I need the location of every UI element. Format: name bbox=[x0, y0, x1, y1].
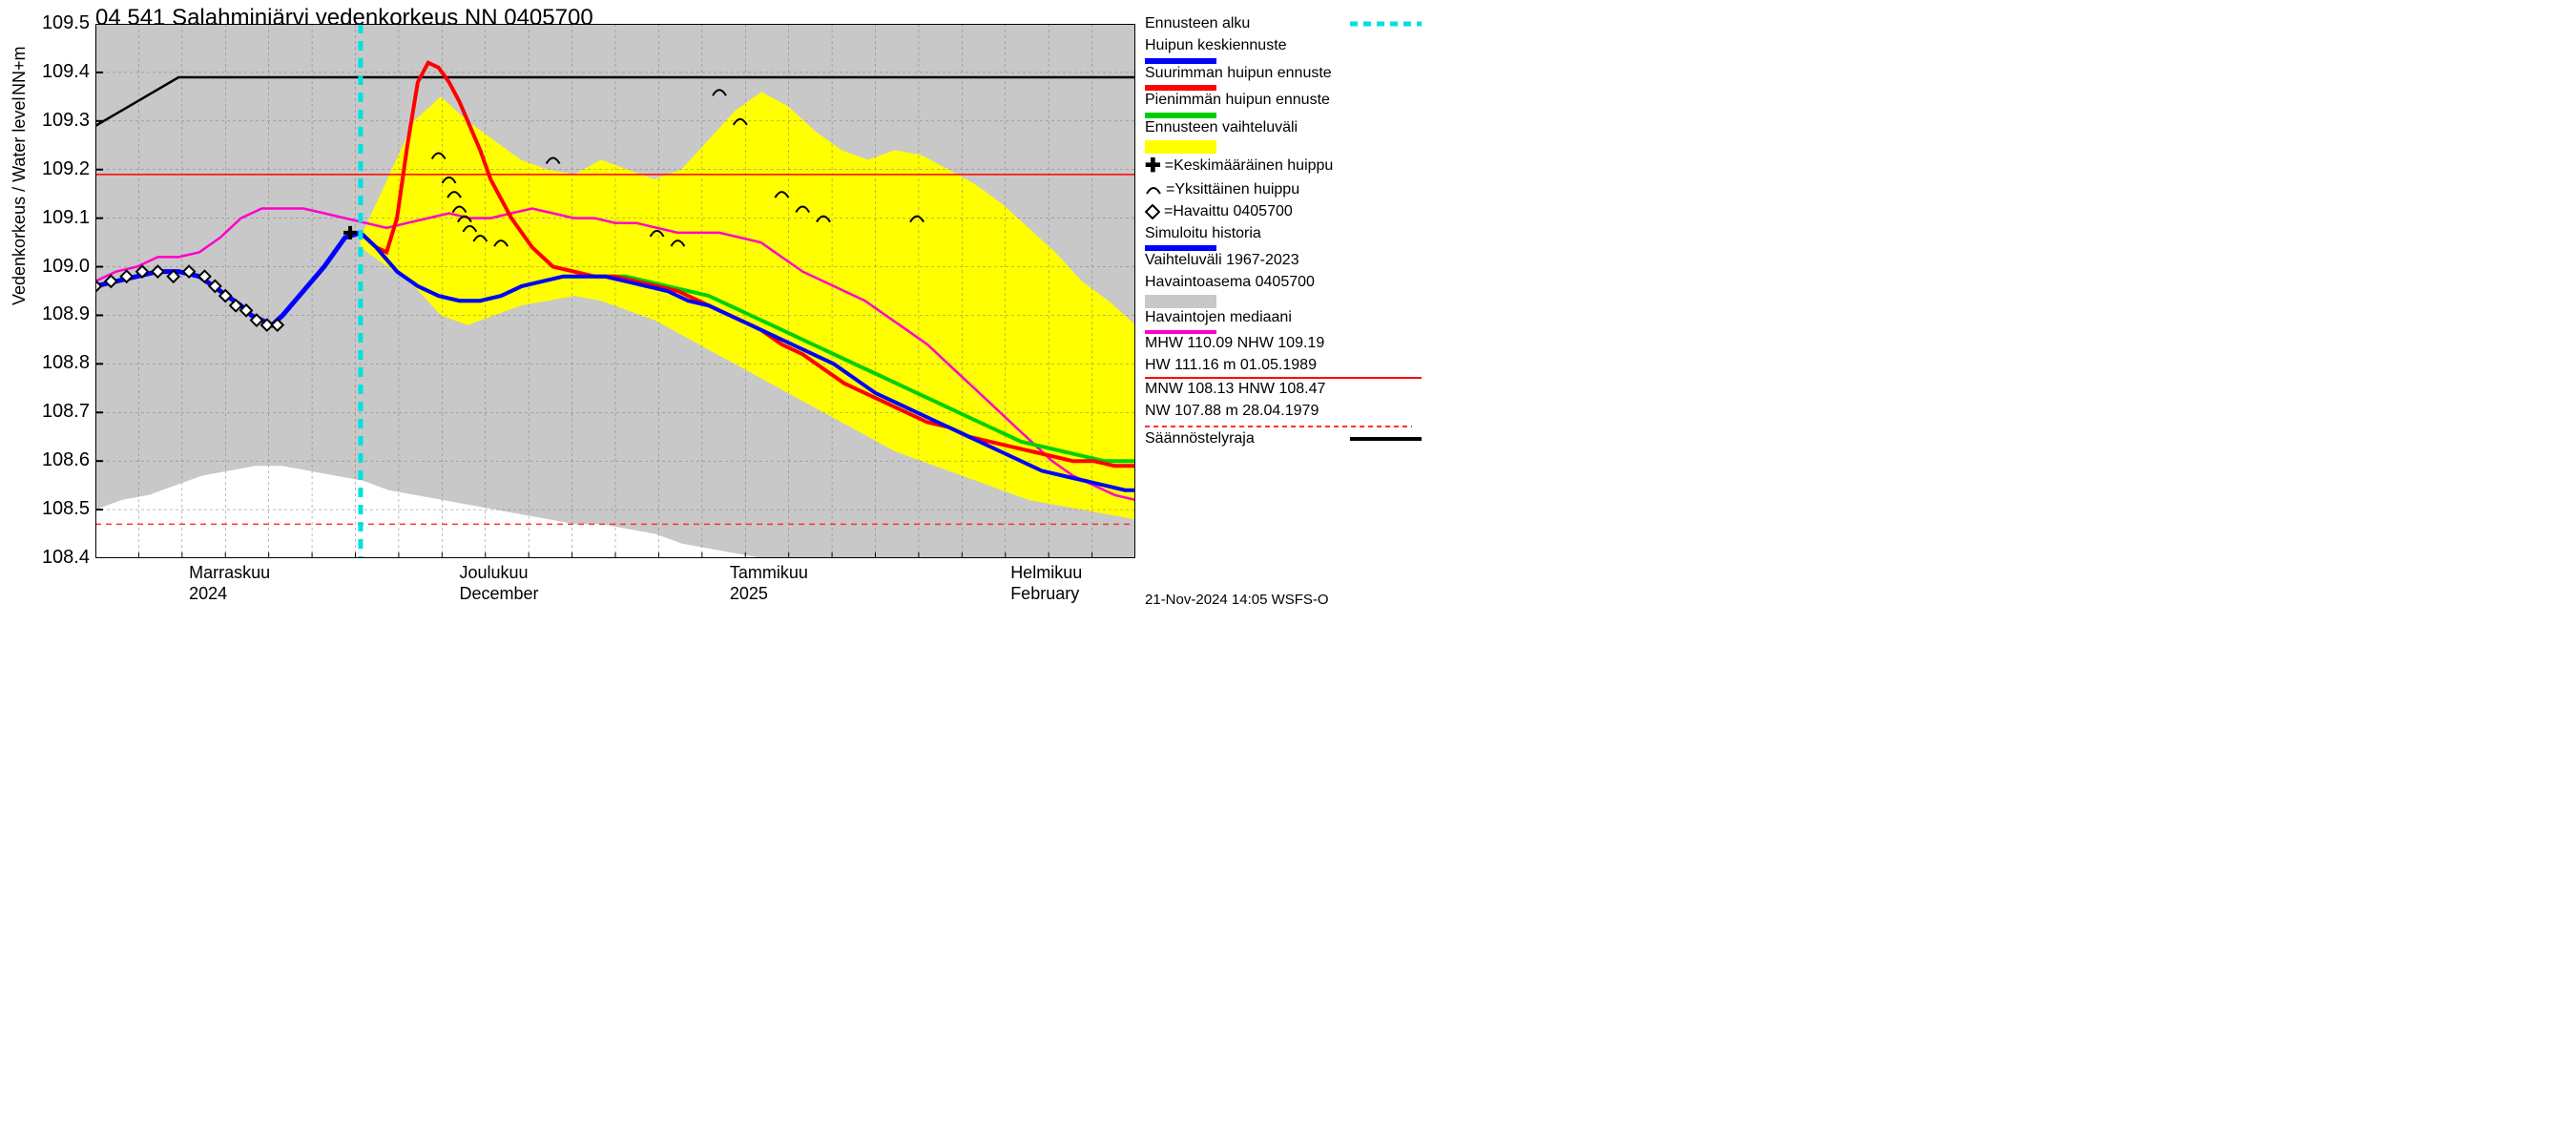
x-tick-sublabel: 2025 bbox=[730, 584, 768, 604]
legend-pienin-huippu: Pienimmän huipun ennuste bbox=[1145, 91, 1422, 111]
legend-swatch-grey bbox=[1145, 295, 1216, 308]
legend-swatch-black bbox=[1350, 437, 1422, 441]
arc-icon bbox=[1145, 184, 1162, 196]
y-tick-label: 108.5 bbox=[32, 498, 90, 520]
x-tick-sublabel: 2024 bbox=[189, 584, 227, 604]
diamond-icon bbox=[1145, 204, 1160, 219]
legend-hist-band-2: Havaintoasema 0405700 bbox=[1145, 273, 1422, 293]
legend: Ennusteen alku Huipun keskiennuste Suuri… bbox=[1145, 14, 1422, 451]
legend-individual-peak: =Yksittäinen huippu bbox=[1145, 180, 1422, 200]
y-tick-label: 109.3 bbox=[32, 110, 90, 132]
x-tick-sublabel: December bbox=[460, 584, 539, 604]
y-tick-label: 108.7 bbox=[32, 401, 90, 423]
legend-huippu-keski: Huipun keskiennuste bbox=[1145, 36, 1422, 56]
legend-swatch-yellow bbox=[1145, 140, 1216, 154]
y-tick-label: 109.1 bbox=[32, 207, 90, 229]
legend-median: Havaintojen mediaani bbox=[1145, 308, 1422, 328]
y-tick-label: 109.0 bbox=[32, 256, 90, 278]
legend-mean-peak: ✚ =Keskimääräinen huippu bbox=[1145, 154, 1422, 178]
y-tick-label: 109.2 bbox=[32, 158, 90, 180]
y-axis-label-secondary: NN+m bbox=[10, 46, 30, 95]
legend-simulated: Simuloitu historia bbox=[1145, 224, 1422, 244]
chart-plot-area bbox=[95, 24, 1135, 558]
legend-stats-low-2: NW 107.88 m 28.04.1979 bbox=[1145, 402, 1422, 422]
y-tick-label: 109.4 bbox=[32, 61, 90, 83]
x-tick-label: Tammikuu bbox=[730, 563, 808, 583]
x-tick-label: Marraskuu bbox=[189, 563, 270, 583]
y-tick-label: 108.4 bbox=[32, 547, 90, 569]
y-tick-label: 108.8 bbox=[32, 352, 90, 374]
y-tick-label: 109.5 bbox=[32, 12, 90, 34]
legend-suurin-huippu: Suurimman huipun ennuste bbox=[1145, 64, 1422, 84]
legend-reg-limit: Säännöstelyraja bbox=[1145, 429, 1422, 449]
legend-stats-low-1: MNW 108.13 HNW 108.47 bbox=[1145, 380, 1422, 400]
legend-forecast-start: Ennusteen alku bbox=[1145, 14, 1422, 34]
legend-hr-red bbox=[1145, 377, 1422, 379]
footer-timestamp: 21-Nov-2024 14:05 WSFS-O bbox=[1145, 592, 1329, 608]
legend-stats-high-1: MHW 110.09 NHW 109.19 bbox=[1145, 334, 1422, 354]
x-tick-label: Joulukuu bbox=[460, 563, 529, 583]
y-tick-label: 108.9 bbox=[32, 303, 90, 325]
legend-forecast-band: Ennusteen vaihteluväli bbox=[1145, 118, 1422, 138]
legend-observed: =Havaittu 0405700 bbox=[1145, 202, 1422, 222]
y-tick-label: 108.6 bbox=[32, 449, 90, 471]
y-axis-label-primary: Vedenkorkeus / Water level bbox=[10, 97, 30, 305]
chart-svg bbox=[95, 24, 1135, 558]
x-tick-label: Helmikuu bbox=[1010, 563, 1082, 583]
plus-icon: ✚ bbox=[1145, 154, 1161, 178]
x-tick-sublabel: February bbox=[1010, 584, 1079, 604]
legend-hist-band-1: Vaihteluväli 1967-2023 bbox=[1145, 251, 1422, 271]
legend-stats-high-2: HW 111.16 m 01.05.1989 bbox=[1145, 356, 1422, 376]
